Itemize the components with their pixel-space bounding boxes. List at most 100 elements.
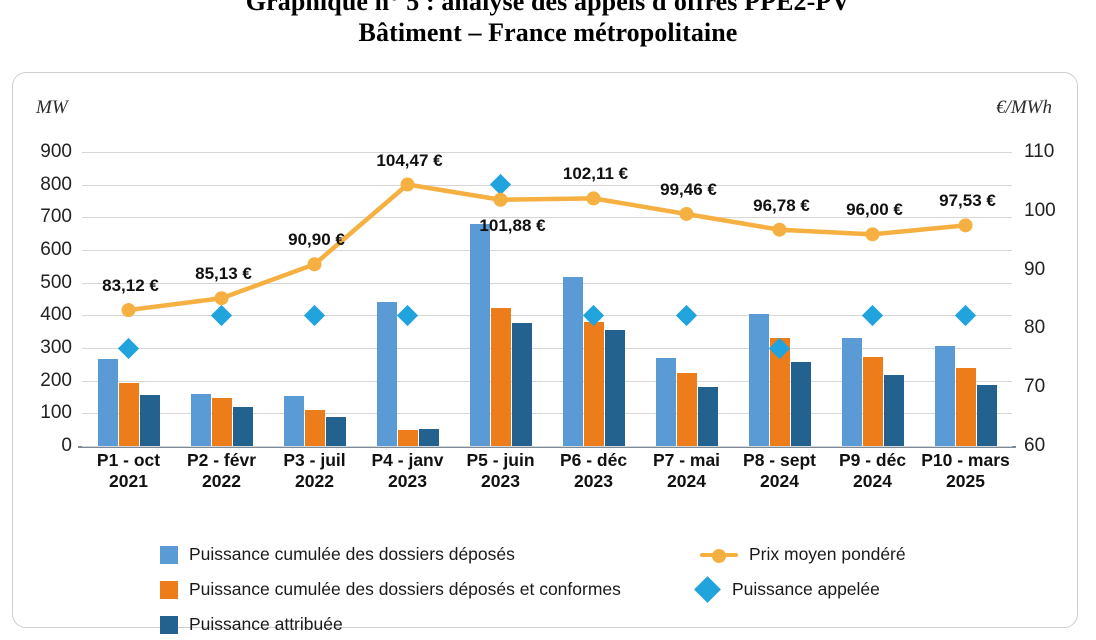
legend-label-2: Puissance attribuée xyxy=(189,614,343,634)
prix-moyen-point[interactable] xyxy=(121,303,136,318)
bar-group xyxy=(655,152,718,446)
bar[interactable] xyxy=(283,396,304,446)
x-axis-tick-label: P8 - sept 2024 xyxy=(743,450,816,491)
bar[interactable] xyxy=(676,373,697,446)
legend-label-1: Puissance cumulée des dossiers déposés e… xyxy=(189,579,621,599)
y2-axis-tick-label: 100 xyxy=(1024,199,1056,221)
bar[interactable] xyxy=(490,307,511,446)
legend-item-0: Puissance cumulée des dossiers déposés xyxy=(160,544,515,565)
prix-moyen-point[interactable] xyxy=(958,218,973,233)
chart-legend: Puissance cumulée des dossiers déposés P… xyxy=(0,535,1096,635)
x-axis-tick-label: P4 - janv 2023 xyxy=(371,450,444,491)
price-data-label: 85,13 € xyxy=(195,264,252,284)
y-axis-tick-label: 100 xyxy=(40,402,72,424)
bar[interactable] xyxy=(418,429,439,446)
y2-axis-tick-label: 80 xyxy=(1024,317,1046,339)
prix-moyen-point[interactable] xyxy=(679,206,694,221)
bar[interactable] xyxy=(232,407,253,446)
bar[interactable] xyxy=(790,361,811,446)
bar[interactable] xyxy=(511,322,532,446)
prix-moyen-point[interactable] xyxy=(772,222,787,237)
price-data-label: 104,47 € xyxy=(376,150,443,170)
bar[interactable] xyxy=(97,359,118,446)
left-axis-unit: MW xyxy=(36,97,68,118)
y2-axis-tick-label: 110 xyxy=(1024,141,1055,162)
prix-moyen-point[interactable] xyxy=(586,191,601,206)
bar-group xyxy=(283,152,346,446)
bar[interactable] xyxy=(118,382,139,446)
y-axis-tick-label: 700 xyxy=(40,206,72,228)
bar[interactable] xyxy=(304,410,325,446)
bar-group xyxy=(934,152,997,446)
legend-line-prix-icon xyxy=(700,546,738,564)
bar[interactable] xyxy=(604,330,625,446)
bar[interactable] xyxy=(748,313,769,446)
y-axis-tick-label: 300 xyxy=(40,337,72,358)
bar[interactable] xyxy=(139,395,160,446)
bar[interactable] xyxy=(883,374,904,446)
legend-label-3: Prix moyen pondéré xyxy=(749,544,906,564)
bar[interactable] xyxy=(211,397,232,446)
prix-moyen-line xyxy=(128,182,966,313)
price-data-label: 101,88 € xyxy=(479,215,546,235)
x-axis-tick-label: P3 - juil 2022 xyxy=(283,450,346,491)
bar[interactable] xyxy=(469,223,490,446)
bar[interactable] xyxy=(769,338,790,446)
price-line-series xyxy=(121,177,973,318)
plot-area: 900 800 700 600 500 400 300 200 100 0 110 100 90 80 70… xyxy=(40,141,1055,456)
x-axis-tick-label: P2 - févr 2022 xyxy=(186,450,257,491)
legend-item-4: Puissance appelée xyxy=(694,576,880,603)
y2-axis-tick-label: 60 xyxy=(1024,435,1046,456)
bar[interactable] xyxy=(862,357,883,446)
right-axis-unit: €/MWh xyxy=(996,97,1052,118)
x-axis-tick-label: P1 - oct 2021 xyxy=(96,450,161,491)
price-data-label: 102,11 € xyxy=(562,164,629,184)
bar-group xyxy=(748,152,811,446)
bar-group xyxy=(841,152,904,446)
bar[interactable] xyxy=(562,276,583,446)
y-axis-tick-label: 900 xyxy=(40,141,72,162)
bar[interactable] xyxy=(376,302,397,446)
x-axis-line xyxy=(78,446,1016,448)
x-axis-tick-label: P10 - mars 2025 xyxy=(921,450,1010,491)
prix-moyen-point[interactable] xyxy=(307,257,322,272)
price-data-label: 99,46 € xyxy=(660,179,717,199)
bar[interactable] xyxy=(841,338,862,446)
title-line-2: Bâtiment – France métropolitaine xyxy=(358,18,738,47)
bar[interactable] xyxy=(697,387,718,446)
x-axis-tick-label: P7 - mai 2024 xyxy=(652,450,721,491)
bar[interactable] xyxy=(655,357,676,446)
bar[interactable] xyxy=(325,417,346,446)
bar[interactable] xyxy=(976,384,997,446)
legend-item-3: Prix moyen pondéré xyxy=(700,544,906,565)
y2-axis-tick-label: 70 xyxy=(1024,376,1046,398)
prix-moyen-point[interactable] xyxy=(400,177,415,192)
legend-diamond-appelee-icon xyxy=(694,576,726,603)
prix-moyen-point[interactable] xyxy=(493,192,508,207)
price-data-label: 96,00 € xyxy=(846,200,903,220)
page-title: Graphique n° 5 : analyse des appels d'of… xyxy=(0,0,1096,48)
bar[interactable] xyxy=(934,346,955,446)
bar-group xyxy=(562,152,625,446)
price-data-label: 83,12 € xyxy=(102,276,159,296)
gridline xyxy=(82,152,1012,153)
gridline xyxy=(82,380,1012,382)
bar[interactable] xyxy=(397,429,418,446)
bar-group xyxy=(97,152,160,446)
bar[interactable] xyxy=(583,321,604,446)
title-line-1: Graphique n° 5 : analyse des appels d'of… xyxy=(245,0,851,16)
legend-item-1: Puissance cumulée des dossiers déposés e… xyxy=(160,579,621,600)
legend-item-2: Puissance attribuée xyxy=(160,614,343,635)
bar[interactable] xyxy=(955,368,976,446)
prix-moyen-point[interactable] xyxy=(865,227,880,242)
prix-moyen-point[interactable] xyxy=(214,291,229,306)
bar-group xyxy=(469,152,532,446)
x-axis-tick-label: P6 - déc 2023 xyxy=(559,450,628,491)
price-data-label: 90,90 € xyxy=(288,230,345,250)
bar[interactable] xyxy=(190,393,211,446)
gridline xyxy=(82,446,1012,447)
gridline xyxy=(82,184,1012,186)
price-data-label: 97,53 € xyxy=(939,191,996,211)
bar-group xyxy=(376,152,439,446)
